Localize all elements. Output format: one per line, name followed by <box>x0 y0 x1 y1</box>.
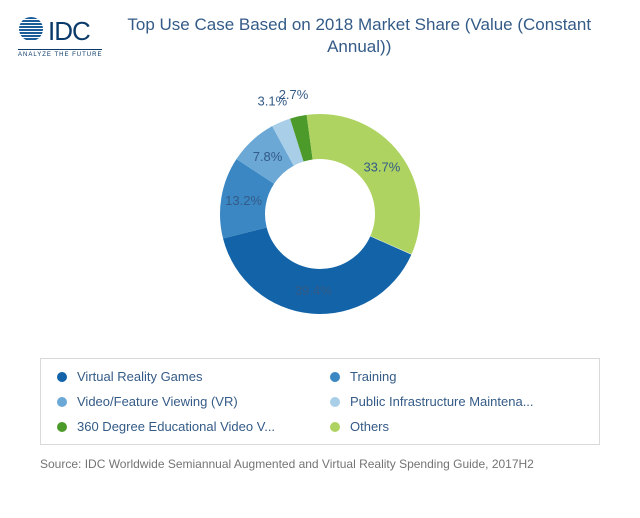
slice-label-4: 2.7% <box>279 87 309 102</box>
slice-label-5: 33.7% <box>363 160 400 175</box>
slice-label-1: 13.2% <box>225 193 262 208</box>
legend-item-3: Public Infrastructure Maintena... <box>330 394 583 409</box>
legend: Virtual Reality Games Training Video/Featu… <box>40 358 600 445</box>
legend-item-1: Training <box>330 369 583 384</box>
chart-title: Top Use Case Based on 2018 Market Share … <box>116 14 622 58</box>
legend-bullet-3 <box>330 397 340 407</box>
source-text: Source: IDC Worldwide Semiannual Augment… <box>40 457 600 471</box>
legend-label-0: Virtual Reality Games <box>77 369 202 384</box>
slice-label-0: 39.4% <box>295 283 332 298</box>
legend-label-1: Training <box>350 369 396 384</box>
legend-item-0: Virtual Reality Games <box>57 369 310 384</box>
legend-bullet-2 <box>57 397 67 407</box>
slice-label-2: 7.8% <box>253 149 283 164</box>
legend-item-4: 360 Degree Educational Video V... <box>57 419 310 434</box>
logo-text: IDC <box>48 16 90 47</box>
legend-label-3: Public Infrastructure Maintena... <box>350 394 534 409</box>
chart-container: 39.4%13.2%7.8%3.1%2.7%33.7% <box>0 64 640 344</box>
header: IDC ANALYZE THE FUTURE Top Use Case Base… <box>0 0 640 58</box>
legend-label-5: Others <box>350 419 389 434</box>
legend-label-4: 360 Degree Educational Video V... <box>77 419 275 434</box>
legend-bullet-5 <box>330 422 340 432</box>
idc-logo: IDC ANALYZE THE FUTURE <box>18 16 102 58</box>
legend-bullet-4 <box>57 422 67 432</box>
legend-item-2: Video/Feature Viewing (VR) <box>57 394 310 409</box>
slice-5 <box>307 114 420 254</box>
globe-icon <box>18 16 44 47</box>
legend-item-5: Others <box>330 419 583 434</box>
donut-chart: 39.4%13.2%7.8%3.1%2.7%33.7% <box>140 64 500 344</box>
logo-tagline: ANALYZE THE FUTURE <box>18 49 102 58</box>
legend-bullet-1 <box>330 372 340 382</box>
legend-bullet-0 <box>57 372 67 382</box>
legend-label-2: Video/Feature Viewing (VR) <box>77 394 238 409</box>
